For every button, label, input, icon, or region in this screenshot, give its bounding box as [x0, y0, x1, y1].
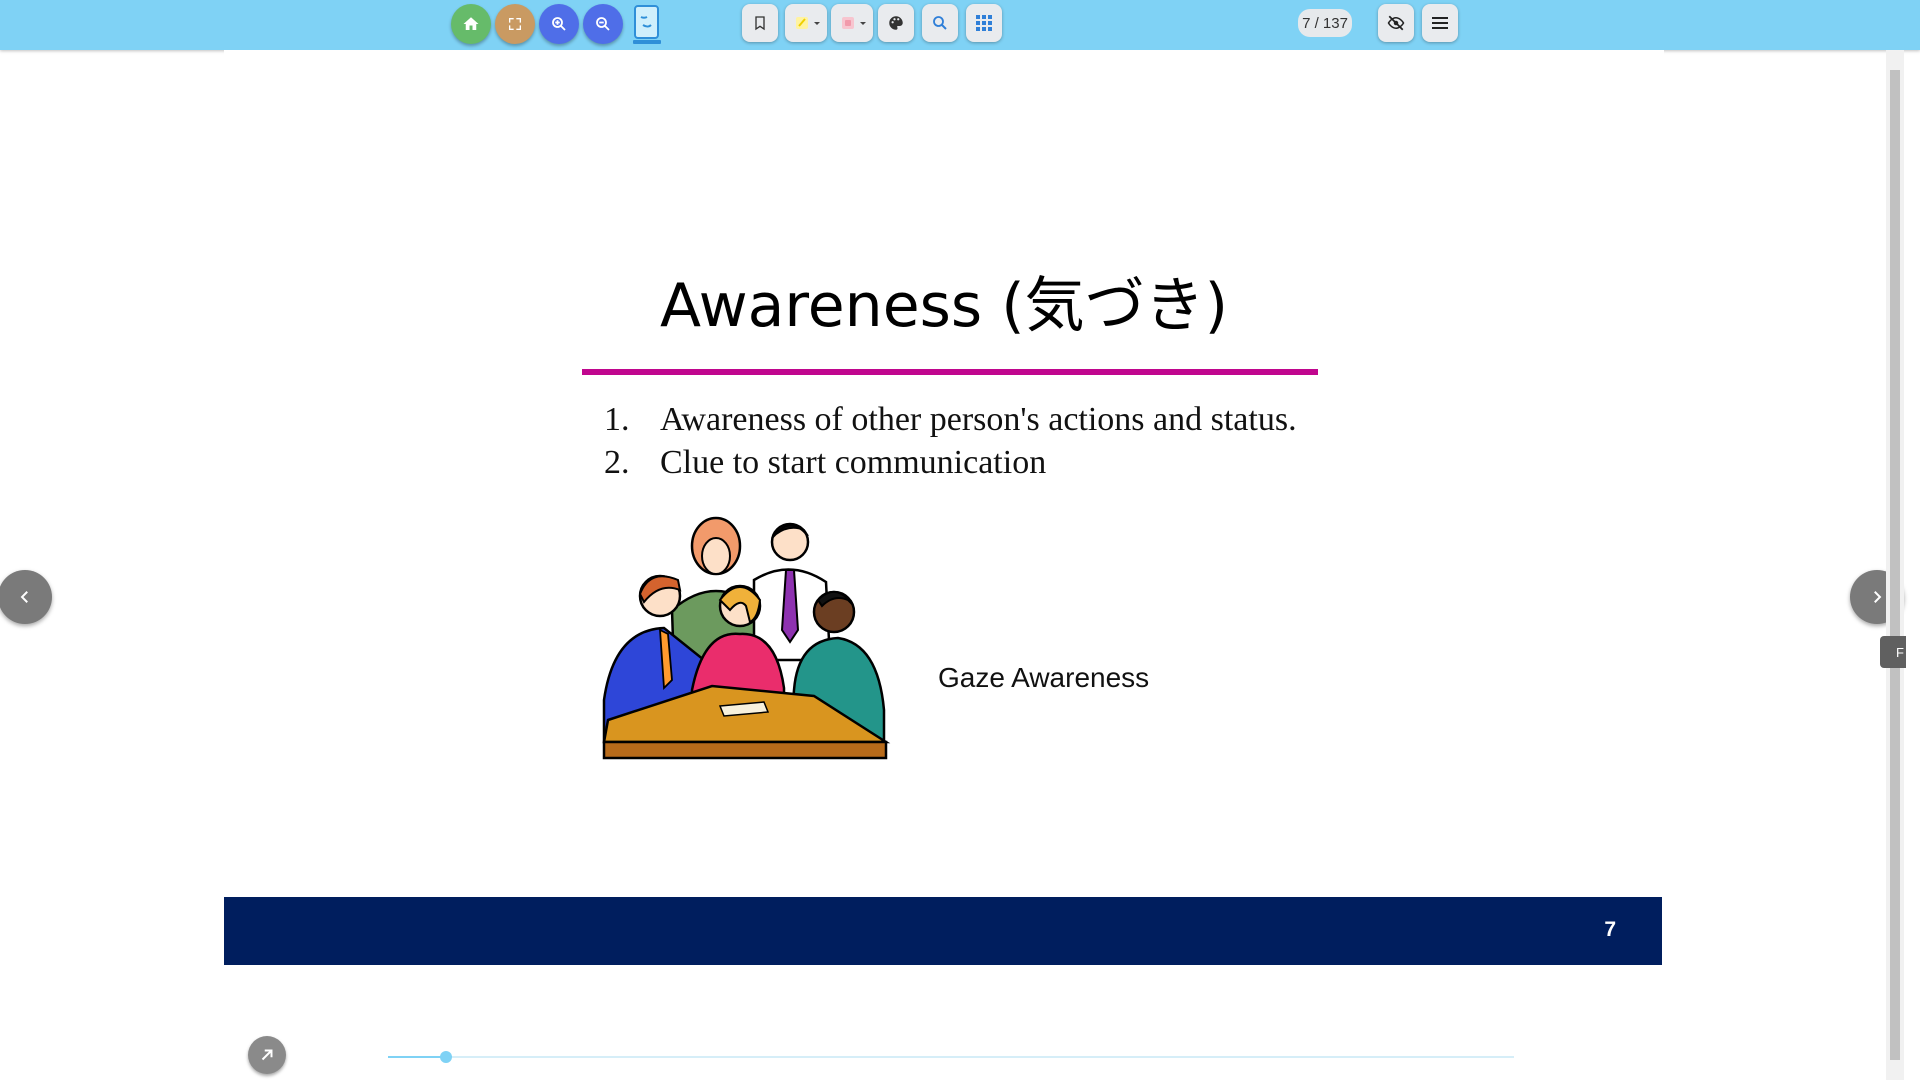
menu-button[interactable]	[1422, 4, 1458, 42]
zoom-out-icon	[596, 17, 610, 31]
grid-icon	[976, 15, 992, 31]
eraser-icon	[842, 17, 866, 29]
slide: Awareness (気づき) 1. Awareness of other per…	[224, 50, 1664, 968]
list-item: 2. Clue to start communication	[604, 441, 1297, 484]
eye-off-icon	[1387, 15, 1405, 31]
search-icon	[933, 16, 947, 30]
search-button[interactable]	[922, 4, 958, 42]
top-toolbar: 7 / 137	[0, 0, 1920, 50]
menu-icon	[1432, 17, 1448, 29]
thumbnails-button[interactable]	[966, 4, 1002, 42]
list-item-text: Awareness of other person's actions and …	[660, 401, 1297, 438]
list-item: 1. Awareness of other person's actions an…	[604, 398, 1297, 441]
image-caption: Gaze Awareness	[938, 662, 1150, 693]
page-progress-slider[interactable]	[388, 1051, 1514, 1063]
app-logo-icon	[633, 5, 661, 44]
list-item-text: Clue to start communication	[660, 444, 1047, 481]
progress-knob[interactable]	[439, 1051, 452, 1063]
zoom-out-button[interactable]	[583, 4, 623, 44]
scrollbar-thumb[interactable]	[1890, 70, 1900, 1060]
meeting-clipart	[602, 516, 891, 760]
title-underline	[582, 369, 1318, 375]
bullet-list: 1. Awareness of other person's actions an…	[604, 398, 1297, 484]
vertical-scrollbar[interactable]	[1886, 50, 1904, 1080]
side-tab[interactable]: F	[1880, 636, 1906, 668]
palette-icon	[889, 16, 903, 30]
app-logo[interactable]	[630, 3, 664, 47]
highlighter-button[interactable]	[785, 4, 827, 42]
arrow-up-right-icon	[261, 1049, 273, 1061]
list-item-number: 2.	[604, 444, 630, 481]
slide-title: Awareness (気づき)	[659, 271, 1229, 341]
previous-page-button[interactable]	[0, 570, 52, 624]
chevron-left-icon	[20, 591, 28, 603]
progress-fill	[388, 1056, 446, 1058]
home-button[interactable]	[451, 4, 491, 44]
zoom-in-button[interactable]	[539, 4, 579, 44]
chevron-right-icon	[1874, 591, 1882, 603]
bookmark-icon	[755, 16, 765, 31]
fullscreen-button[interactable]	[495, 4, 535, 44]
highlighter-icon	[796, 17, 820, 29]
fullscreen-icon	[509, 18, 521, 30]
list-item-number: 1.	[604, 401, 630, 438]
home-icon	[463, 17, 479, 30]
zoom-in-icon	[552, 17, 566, 31]
eraser-button[interactable]	[831, 4, 873, 42]
hide-annotations-button[interactable]	[1378, 4, 1414, 42]
page-counter[interactable]: 7 / 137	[1298, 9, 1352, 37]
palette-button[interactable]	[878, 4, 914, 42]
slide-footer-bar: 7	[224, 897, 1662, 965]
side-tab-label: F	[1896, 644, 1904, 660]
expand-button[interactable]	[248, 1036, 286, 1074]
slide-number: 7	[1604, 918, 1616, 941]
bookmark-button[interactable]	[742, 4, 778, 42]
